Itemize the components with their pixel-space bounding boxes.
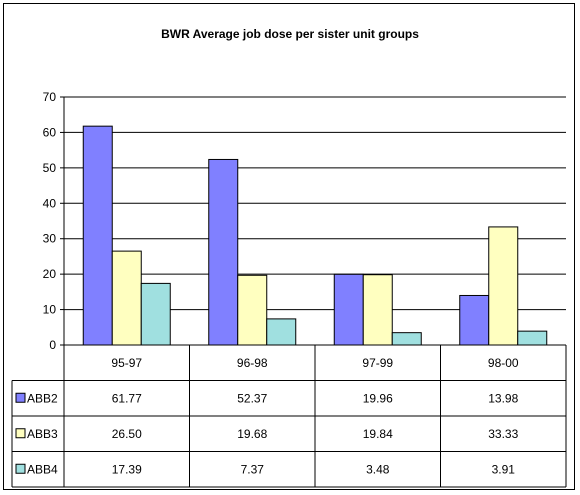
data-table-value: 26.50	[112, 427, 142, 441]
y-tick-label: 70	[43, 90, 57, 104]
chart-title: BWR Average job dose per sister unit gro…	[161, 27, 419, 41]
bar-abb2-95-97	[82, 125, 113, 346]
chart-frame: BWR Average job dose per sister unit gro…	[3, 3, 575, 490]
data-table-value: 19.84	[363, 427, 393, 441]
bar-abb4-95-97	[140, 282, 171, 346]
bar-abb4-96-98	[266, 318, 297, 346]
data-table-value: 13.98	[488, 391, 518, 405]
y-tick-label: 0	[49, 338, 56, 352]
bar-chart: BWR Average job dose per sister unit gro…	[11, 27, 567, 488]
legend-swatch-abb2	[15, 392, 26, 403]
data-table-value: 3.48	[366, 462, 390, 476]
legend-label-abb3: ABB3	[27, 427, 58, 441]
bar-abb3-95-97	[111, 250, 142, 346]
bar-abb2-97-99	[333, 273, 364, 346]
y-tick-label: 40	[43, 196, 57, 210]
y-tick-label: 20	[43, 267, 57, 281]
data-table-value: 3.91	[492, 462, 516, 476]
data-table-value: 52.37	[237, 391, 267, 405]
data-table-value: 33.33	[488, 427, 518, 441]
bar-abb3-96-98	[237, 274, 268, 346]
x-category-label: 97-99	[362, 356, 393, 370]
data-table-value: 19.96	[363, 391, 393, 405]
x-category-label: 98-00	[488, 356, 519, 370]
legend-swatch-abb3	[15, 428, 26, 439]
legend-label-abb4: ABB4	[27, 462, 58, 476]
legend-swatch-abb4	[15, 463, 26, 474]
data-table-value: 7.37	[241, 462, 265, 476]
y-tick-label: 50	[43, 161, 57, 175]
x-category-label: 95-97	[111, 356, 142, 370]
bar-abb4-98-00	[517, 330, 548, 346]
data-table-value: 61.77	[112, 391, 142, 405]
y-tick-label: 30	[43, 232, 57, 246]
bar-abb3-97-99	[362, 274, 393, 346]
bar-abb3-98-00	[488, 226, 519, 346]
x-category-label: 96-98	[237, 356, 268, 370]
legend-label-abb2: ABB2	[27, 391, 58, 405]
data-table-value: 19.68	[237, 427, 267, 441]
bar-abb2-98-00	[459, 294, 490, 346]
bar-abb4-97-99	[391, 332, 422, 346]
data-table-value: 17.39	[112, 462, 142, 476]
bar-abb2-96-98	[208, 158, 239, 346]
y-tick-label: 60	[43, 125, 57, 139]
y-tick-label: 10	[43, 303, 57, 317]
